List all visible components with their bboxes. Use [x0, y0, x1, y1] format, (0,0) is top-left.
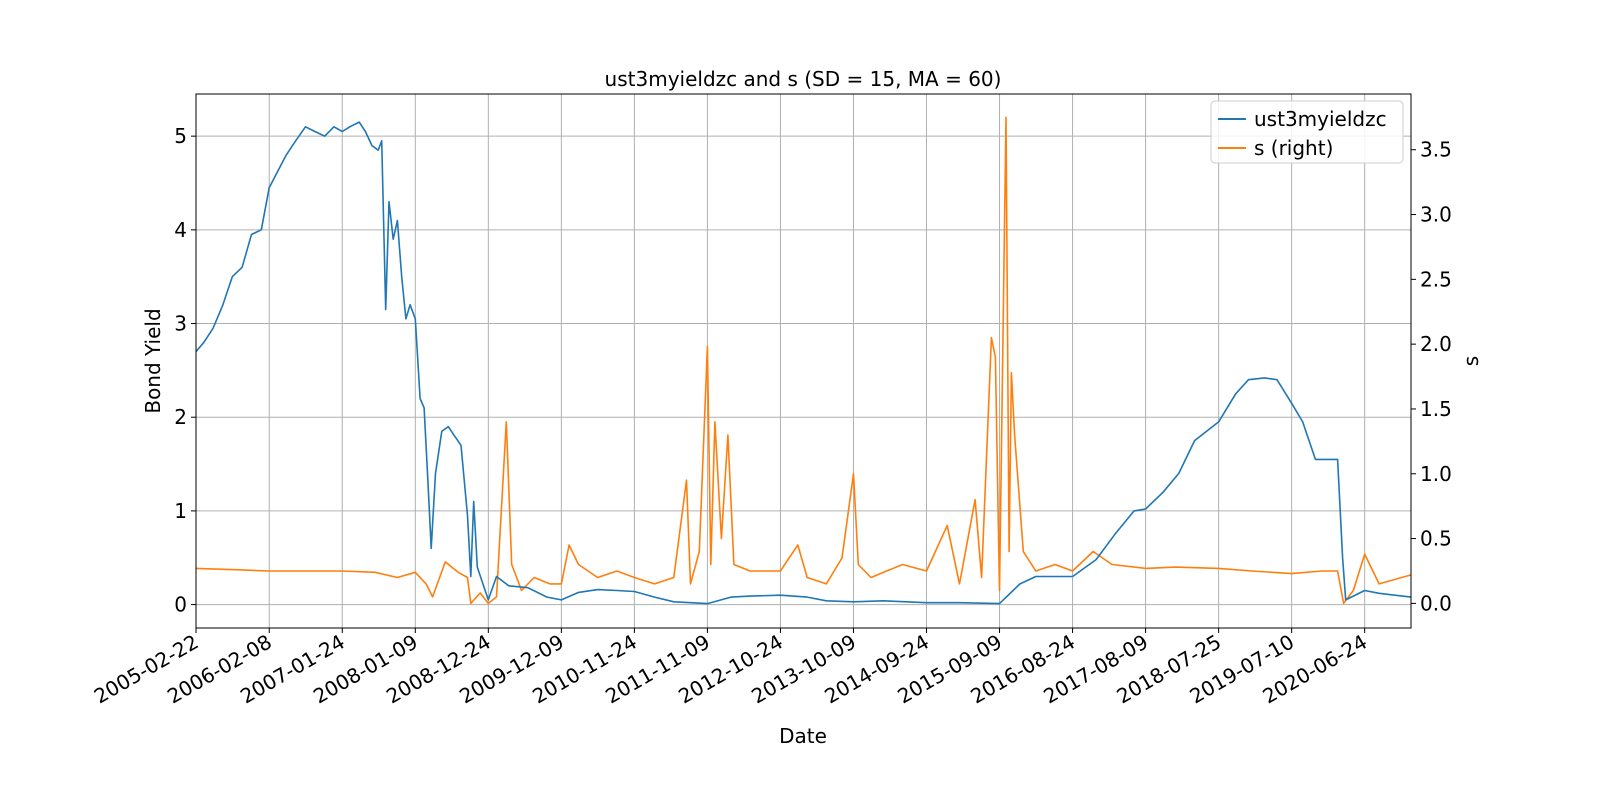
y-right-tick-label: 0.0: [1420, 591, 1452, 615]
grid: [195, 94, 1411, 628]
y-right-tick-label: 1.0: [1420, 462, 1452, 486]
series-layer: [195, 116, 1412, 605]
legend: ust3myieldzc s (right): [1210, 100, 1404, 164]
y-tick-label: 1: [174, 499, 187, 523]
y-tick-label: 0: [174, 593, 187, 617]
plot-frame: [195, 93, 1412, 629]
series-line-ust3myieldzc: [195, 121, 1412, 605]
x-axis-label: Date: [779, 724, 827, 748]
series-line-s: [195, 116, 1412, 605]
legend-label-ust3myieldzc: ust3myieldzc: [1254, 107, 1387, 131]
y-right-tick-label: 3.0: [1420, 203, 1452, 227]
legend-label-s: s (right): [1254, 136, 1333, 160]
y-right-tick-label: 1.5: [1420, 397, 1452, 421]
y-tick-label: 3: [174, 312, 187, 336]
y-axis-label: Bond Yield: [141, 308, 165, 413]
axes-ticks: 2005-02-222006-02-082007-01-242008-01-09…: [90, 124, 1452, 708]
y-right-tick-label: 0.5: [1420, 527, 1452, 551]
chart-title: ust3myieldzc and s (SD = 15, MA = 60): [605, 67, 1002, 91]
y-tick-label: 2: [174, 405, 187, 429]
y-tick-label: 5: [174, 124, 187, 148]
y-right-axis-label: s: [1459, 356, 1483, 366]
legend-box: [1210, 100, 1404, 164]
y-right-tick-label: 2.5: [1420, 267, 1452, 291]
y-right-tick-label: 2.0: [1420, 332, 1452, 356]
y-right-tick-label: 3.5: [1420, 138, 1452, 162]
y-tick-label: 4: [174, 218, 187, 242]
